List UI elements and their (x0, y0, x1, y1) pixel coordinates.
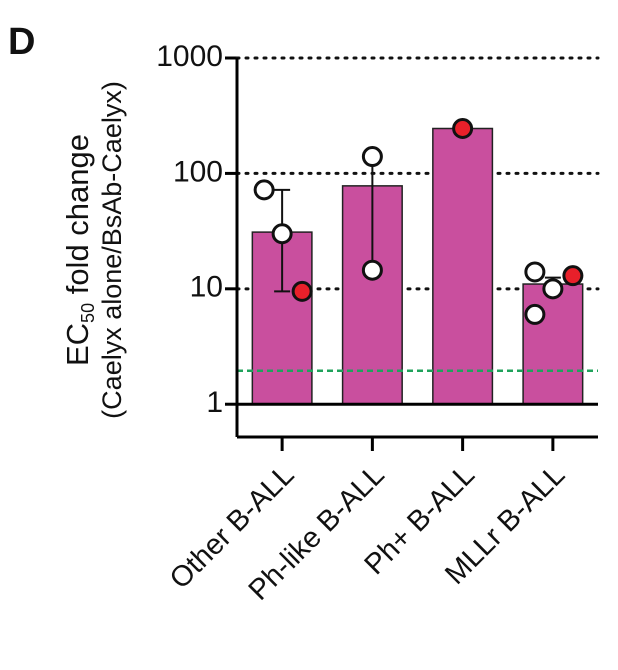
y-tick-label: 100 (173, 155, 223, 188)
data-point (562, 265, 584, 287)
y-tick-label: 10 (190, 271, 223, 304)
bar (432, 127, 494, 405)
data-point (524, 261, 546, 283)
data-point (452, 117, 474, 139)
data-point (361, 146, 383, 168)
data-point (542, 278, 564, 300)
data-point (271, 223, 293, 245)
panel-label: D (8, 21, 35, 63)
y-tick-label: 1000 (156, 40, 223, 73)
y-label-sub: 50 (78, 303, 98, 323)
data-point (361, 259, 383, 281)
data-point (524, 303, 546, 325)
y-tick-label: 1 (206, 386, 223, 419)
data-point (253, 179, 275, 201)
bar (522, 283, 584, 405)
y-axis-label: EC50 fold change (60, 134, 98, 366)
data-point (291, 280, 313, 302)
y-label-part: EC (60, 323, 95, 366)
y-label-part: fold change (60, 134, 95, 303)
y-axis-label-2: (Caelyx alone/BsAb-Caelyx) (97, 81, 127, 419)
